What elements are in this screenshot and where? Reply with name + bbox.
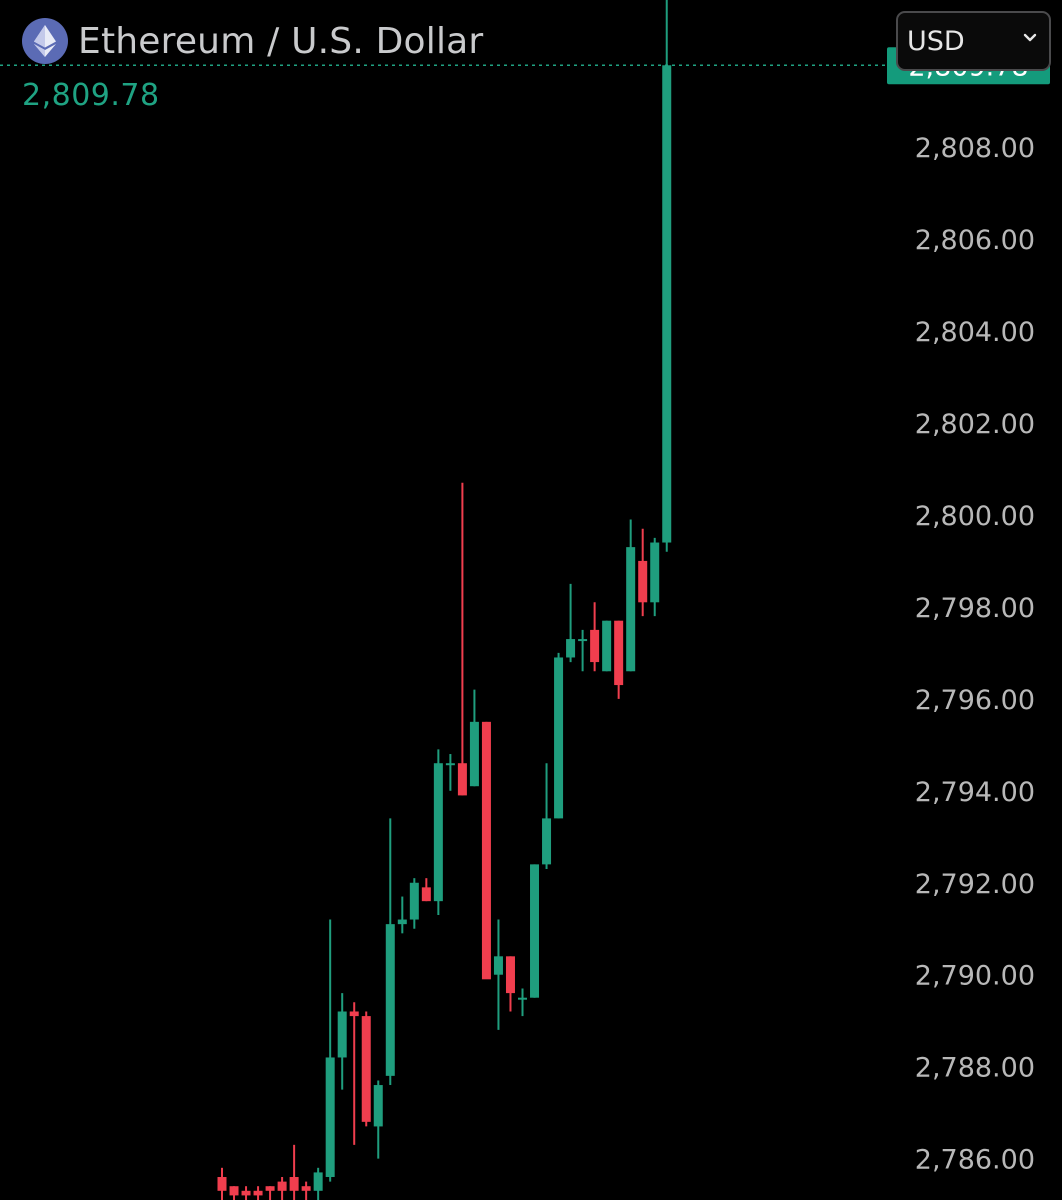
candle (518, 988, 527, 1017)
candle-body (590, 629, 600, 663)
currency-select[interactable]: USD (896, 11, 1051, 71)
candle (397, 896, 407, 934)
candle-body (241, 1190, 251, 1196)
candle-body (626, 547, 636, 672)
candle-body (614, 620, 624, 686)
current-price: 2,809.78 (22, 78, 160, 113)
candle (481, 721, 491, 980)
candle-body (361, 1016, 371, 1122)
y-tick-label: 2,802.00 (915, 409, 1035, 440)
candle-body (662, 65, 672, 543)
y-tick-label: 2,792.00 (915, 869, 1035, 900)
candle-body (397, 919, 407, 925)
candle-body (313, 1172, 323, 1191)
candle (638, 528, 648, 617)
candle-body (289, 1177, 299, 1191)
candle-body (602, 620, 612, 672)
candle (457, 482, 467, 796)
y-tick-label: 2,790.00 (915, 961, 1035, 992)
y-tick-label: 2,788.00 (915, 1053, 1035, 1084)
y-tick-label: 2,786.00 (915, 1145, 1035, 1176)
candle-body (530, 864, 540, 998)
candle (445, 754, 455, 791)
candle (530, 864, 540, 998)
currency-select-value: USD (907, 25, 965, 57)
title-row: Ethereum / U.S. Dollar (22, 18, 483, 64)
ethereum-icon (22, 18, 68, 64)
candle (373, 1080, 383, 1159)
y-tick-label: 2,808.00 (915, 133, 1035, 164)
candle-body (373, 1085, 383, 1127)
candle (385, 818, 395, 1086)
candle-body (518, 997, 527, 1000)
candle-body (638, 560, 648, 603)
candle (229, 1186, 239, 1200)
candle-body (301, 1186, 311, 1191)
candles-layer (217, 0, 672, 1200)
candle-body (409, 882, 419, 920)
candle (253, 1186, 263, 1200)
candle (265, 1186, 275, 1200)
candle (554, 652, 564, 819)
chevron-down-icon (1023, 33, 1037, 42)
candle-body (542, 818, 552, 865)
y-tick-label: 2,800.00 (915, 501, 1035, 532)
candle-body (650, 542, 660, 603)
candle (325, 919, 335, 1182)
candle (289, 1144, 299, 1200)
candle (493, 919, 503, 1030)
candle-body (349, 1011, 359, 1017)
candle (241, 1186, 251, 1200)
candle-body (421, 887, 431, 902)
candle (566, 583, 576, 663)
y-tick-label: 2,806.00 (915, 225, 1035, 256)
candle (505, 956, 515, 1012)
candle-body (229, 1186, 239, 1196)
candle (662, 0, 672, 552)
candle-body (433, 763, 443, 902)
candle-body (554, 657, 564, 819)
candle (409, 878, 419, 929)
candle (542, 763, 552, 869)
y-tick-label: 2,796.00 (915, 685, 1035, 716)
candle-body (469, 721, 479, 787)
y-tick-label: 2,798.00 (915, 593, 1035, 624)
candle (277, 1177, 287, 1200)
candle (469, 689, 479, 787)
y-tick-label: 2,804.00 (915, 317, 1035, 348)
pair-title: Ethereum / U.S. Dollar (78, 20, 484, 62)
candle-body (337, 1011, 347, 1058)
candle-body (217, 1177, 227, 1191)
candle-body (493, 956, 503, 975)
candle-body (325, 1057, 335, 1178)
candle (313, 1167, 323, 1200)
candle (421, 878, 431, 902)
candle (361, 1011, 371, 1127)
candle-body (505, 956, 515, 994)
candle (602, 620, 612, 672)
chart-header: Ethereum / U.S. Dollar 2,809.78 (22, 18, 483, 113)
candle-body (578, 639, 588, 642)
candle (650, 537, 660, 617)
candle-body (481, 721, 491, 980)
candle (590, 602, 600, 672)
candle (217, 1167, 227, 1200)
candle (614, 620, 624, 699)
candle-body (253, 1190, 263, 1196)
candle-body (265, 1186, 275, 1191)
candle (349, 1002, 359, 1145)
y-axis: 2,808.00 2,806.00 2,804.00 2,802.00 2,800.00… (915, 133, 1035, 1175)
candle-body (385, 924, 395, 1076)
candle-body (457, 763, 467, 796)
candle (626, 519, 636, 672)
candle (578, 629, 588, 672)
candle-body (277, 1181, 287, 1191)
candle (433, 749, 443, 915)
candle (337, 993, 347, 1090)
candle (301, 1181, 311, 1200)
candle-body (445, 763, 455, 766)
candle-body (566, 639, 576, 658)
y-tick-label: 2,794.00 (915, 777, 1035, 808)
